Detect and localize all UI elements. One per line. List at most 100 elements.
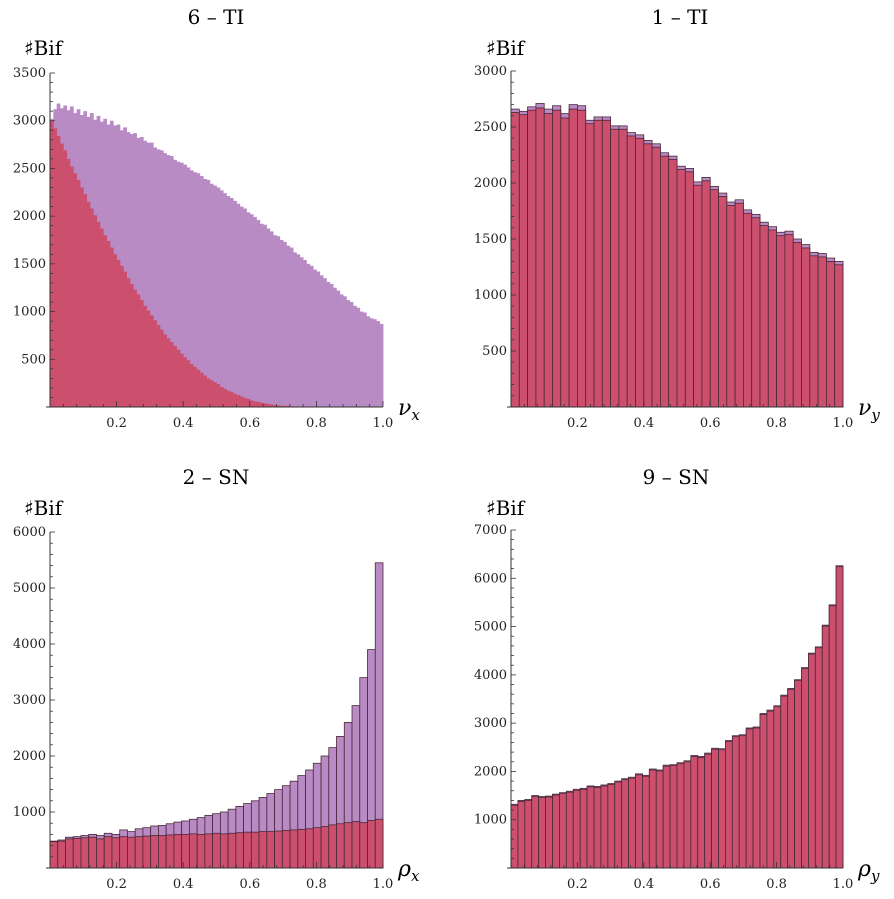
- y-tick-label: 3000: [13, 114, 46, 129]
- bar-red: [158, 836, 166, 868]
- bar-red: [774, 707, 781, 868]
- bar-purple: [200, 176, 204, 407]
- bar-red: [352, 822, 360, 868]
- bar-red: [200, 373, 204, 407]
- bar-red: [710, 190, 718, 407]
- bar-red: [781, 696, 788, 868]
- bar-red: [210, 380, 214, 407]
- bar-red: [743, 213, 751, 407]
- bar-red: [518, 801, 525, 868]
- bar-red: [90, 209, 94, 407]
- bar-red: [230, 392, 234, 407]
- bar-red: [104, 837, 112, 868]
- bar-red: [253, 401, 257, 407]
- bar-red: [760, 226, 768, 407]
- bar-red: [236, 833, 244, 868]
- bar-red: [77, 180, 81, 407]
- bar-red: [183, 357, 187, 407]
- x-tick-label: 0.2: [106, 416, 127, 431]
- bar-red: [228, 833, 236, 868]
- bar-purple: [240, 207, 244, 407]
- bar-red: [197, 370, 201, 407]
- bar-purple: [336, 291, 340, 407]
- bar-red: [375, 819, 383, 868]
- bar-purple: [220, 190, 224, 407]
- bar-red: [58, 841, 66, 868]
- chart-title: 2 – SN: [183, 465, 250, 489]
- bar-red: [220, 387, 224, 407]
- x-tick-label: 0.6: [239, 877, 260, 892]
- y-axis-label: ♯Bif: [486, 496, 526, 520]
- bar-red: [818, 257, 826, 407]
- bar-red: [213, 833, 221, 868]
- bar-red: [117, 260, 121, 407]
- bar-purple: [316, 271, 320, 407]
- y-tick-label: 5000: [474, 620, 507, 635]
- bar-red: [580, 789, 587, 868]
- y-tick-label: 500: [21, 352, 46, 367]
- x-tick-label: 0.8: [306, 877, 327, 892]
- bar-purple: [313, 270, 317, 407]
- bar-red: [669, 159, 677, 407]
- bar-red: [205, 834, 213, 868]
- bar-red: [259, 832, 267, 868]
- bar-red: [73, 173, 77, 407]
- bar-red: [752, 218, 760, 407]
- bar-red: [725, 741, 732, 868]
- y-tick-label: 5000: [13, 581, 46, 596]
- x-tick-label: 1.0: [373, 877, 394, 892]
- bar-red: [140, 300, 144, 407]
- bar-red: [836, 567, 843, 868]
- bar-red: [157, 325, 161, 407]
- y-tick-label: 4000: [13, 637, 46, 652]
- x-axis-label: ρy: [857, 857, 880, 885]
- bar-red: [642, 776, 649, 868]
- y-tick-label: 1000: [13, 805, 46, 820]
- y-tick-label: 6000: [13, 525, 46, 540]
- bar-red: [649, 770, 656, 868]
- bar-red: [546, 797, 553, 868]
- bar-purple: [273, 235, 277, 407]
- bar-purple: [233, 201, 237, 407]
- bar-red: [213, 382, 217, 407]
- bar-purple: [363, 313, 367, 407]
- bar-purple: [356, 308, 360, 407]
- bar-purple: [370, 318, 374, 407]
- bar-red: [566, 792, 573, 868]
- bar-red: [601, 786, 608, 868]
- bar-red: [143, 306, 147, 407]
- y-tick-label: 1000: [474, 288, 507, 303]
- bar-red: [587, 787, 594, 868]
- bar-red: [83, 194, 87, 407]
- bar-red: [573, 790, 580, 868]
- bar-red: [113, 254, 117, 407]
- bar-red: [298, 829, 306, 868]
- bar-red: [795, 681, 802, 868]
- bar-red: [96, 839, 104, 868]
- x-tick-label: 0.6: [700, 416, 721, 431]
- bar-purple: [253, 217, 257, 407]
- bar-purple: [203, 179, 207, 407]
- bar-red: [103, 235, 107, 407]
- bar-purple: [286, 246, 290, 407]
- bar-red: [602, 120, 610, 407]
- bar-purple: [353, 306, 357, 407]
- bar-purple: [373, 319, 377, 407]
- bar-purple: [296, 254, 300, 407]
- bar-red: [60, 144, 64, 407]
- y-tick-label: 3000: [13, 693, 46, 708]
- bar-purple: [250, 214, 254, 407]
- bar-red: [97, 222, 101, 407]
- y-axis-label: ♯Bif: [24, 496, 64, 520]
- y-tick-label: 7000: [474, 523, 507, 538]
- bar-purple: [223, 193, 227, 407]
- bar-red: [250, 400, 254, 407]
- y-tick-label: 2500: [13, 161, 46, 176]
- bar-red: [544, 114, 552, 407]
- bar-red: [243, 398, 247, 407]
- bar-red: [694, 185, 702, 407]
- y-tick-label: 1500: [13, 257, 46, 272]
- bar-red: [760, 714, 767, 868]
- y-tick-label: 3000: [474, 716, 507, 731]
- x-tick-label: 0.2: [567, 416, 588, 431]
